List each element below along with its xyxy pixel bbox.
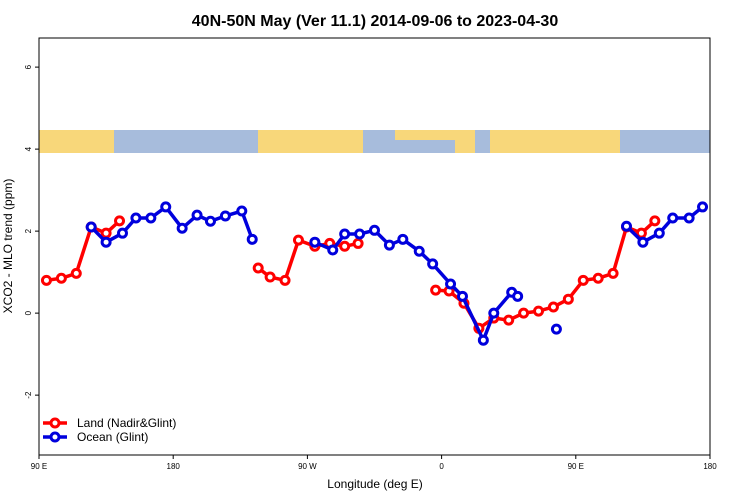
data-point xyxy=(191,209,203,221)
data-point xyxy=(339,240,351,252)
map-land xyxy=(455,130,475,153)
x-tick-label: 90 W xyxy=(298,462,317,471)
chart-title: 40N-50N May (Ver 11.1) 2014-09-06 to 202… xyxy=(192,13,559,30)
map-land xyxy=(490,130,620,153)
data-point xyxy=(264,271,276,283)
legend-swatch-point xyxy=(49,417,61,429)
data-point xyxy=(607,267,619,279)
data-point xyxy=(219,210,231,222)
data-point xyxy=(649,215,661,227)
plot-frame xyxy=(38,37,711,456)
y-tick-label: -2 xyxy=(24,391,33,399)
data-point xyxy=(620,220,632,232)
y-tick-label: 6 xyxy=(24,64,33,69)
x-axis-label: Longitude (deg E) xyxy=(327,477,422,491)
data-point xyxy=(354,228,366,240)
data-point xyxy=(477,334,489,346)
data-point xyxy=(369,224,380,236)
data-point xyxy=(327,244,339,256)
x-tick-label: 90 E xyxy=(568,462,584,471)
data-point xyxy=(40,274,52,286)
y-tick-label: 4 xyxy=(24,146,33,151)
data-point xyxy=(413,245,425,257)
data-point xyxy=(533,305,545,317)
data-point xyxy=(100,236,112,248)
data-point xyxy=(252,262,264,274)
data-point xyxy=(683,212,695,224)
legend: Land (Nadir&Glint)Ocean (Glint) xyxy=(43,416,176,444)
data-point xyxy=(383,239,395,251)
x-tick-label: 180 xyxy=(167,462,181,471)
data-point xyxy=(352,237,364,249)
x-tick-label: 90 E xyxy=(31,462,47,471)
y-axis-label: XCO2 - MLO trend (ppm) xyxy=(1,179,15,314)
data-point xyxy=(339,228,351,240)
data-point xyxy=(130,212,142,224)
x-tick-label: 0 xyxy=(439,462,444,471)
data-point xyxy=(697,201,709,213)
data-point xyxy=(397,233,409,245)
map-band xyxy=(39,130,710,153)
data-point xyxy=(488,307,500,319)
data-point xyxy=(292,234,304,246)
data-point xyxy=(427,258,439,270)
series-line xyxy=(46,219,657,331)
data-point xyxy=(55,272,67,284)
data-point xyxy=(204,215,216,227)
data-point xyxy=(430,284,442,296)
data-point xyxy=(456,290,468,302)
data-point xyxy=(145,212,157,224)
data-point xyxy=(550,323,562,335)
data-point xyxy=(503,314,515,326)
data-point xyxy=(637,236,649,248)
y-tick-label: 0 xyxy=(24,310,33,315)
map-land xyxy=(395,130,455,140)
data-point xyxy=(592,272,604,284)
data-point xyxy=(653,227,665,239)
map-land xyxy=(258,130,363,153)
data-point xyxy=(547,301,559,313)
x-tick-label: 180 xyxy=(703,462,717,471)
data-point xyxy=(70,267,82,279)
data-point xyxy=(518,307,530,319)
data-point xyxy=(309,236,321,248)
data-point xyxy=(176,222,188,234)
data-point xyxy=(667,212,679,224)
map-land xyxy=(39,130,114,153)
data-point xyxy=(512,290,524,302)
data-point xyxy=(100,227,112,239)
data-point xyxy=(117,227,129,239)
data-point xyxy=(114,215,126,227)
legend-label: Land (Nadir&Glint) xyxy=(77,416,176,430)
legend-swatch-point xyxy=(49,431,61,443)
data-point xyxy=(85,221,97,233)
data-point xyxy=(577,274,589,286)
data-point xyxy=(279,274,291,286)
legend-label: Ocean (Glint) xyxy=(77,430,148,444)
data-point xyxy=(160,201,172,213)
data-point xyxy=(246,233,258,245)
data-point xyxy=(236,205,248,217)
data-point xyxy=(445,278,457,290)
y-tick-label: 2 xyxy=(24,228,33,233)
data-point xyxy=(562,293,574,305)
